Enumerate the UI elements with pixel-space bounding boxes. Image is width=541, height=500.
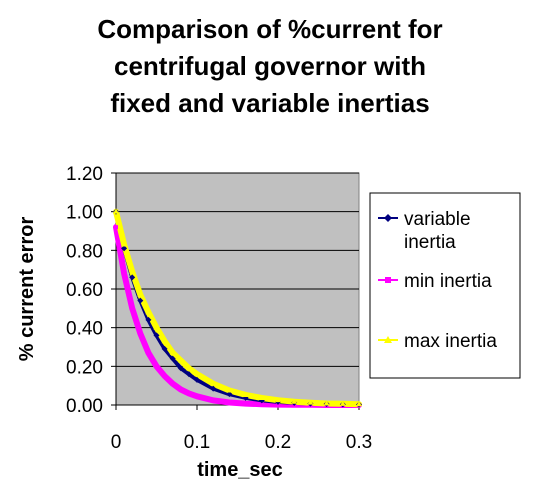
data-point-min-inertia [114, 225, 118, 230]
data-point-variable-inertia [177, 365, 184, 372]
x-ticks: 0 0.1 0.2 0.3 [111, 405, 372, 453]
legend-label-variable-inertia-2: inertia [404, 232, 456, 253]
data-point-min-inertia [146, 350, 151, 355]
data-point-variable-inertia [161, 345, 168, 352]
data-point-min-inertia [243, 401, 248, 406]
chart-title-line-1: Comparison of %current for [97, 14, 442, 44]
data-point-max-inertia [258, 395, 265, 401]
data-point-min-inertia [170, 381, 175, 386]
legend-label-min-inertia: min inertia [404, 271, 492, 292]
data-point-max-inertia [242, 391, 249, 397]
data-point-variable-inertia [121, 245, 128, 252]
triangle-marker-icon [384, 336, 392, 343]
data-point-min-inertia [227, 400, 232, 405]
y-axis-title: % current error [16, 217, 38, 362]
series-group [113, 208, 362, 408]
data-point-max-inertia [137, 291, 144, 297]
data-point-variable-inertia [153, 332, 160, 339]
data-point-variable-inertia [226, 391, 233, 398]
y-tick-label: 0.20 [66, 357, 103, 378]
x-axis-title: time_sec [197, 459, 283, 481]
legend-box [369, 192, 521, 379]
data-point-variable-inertia [169, 355, 176, 362]
x-tick-label: 0.1 [184, 432, 210, 453]
data-point-max-inertia [194, 371, 200, 377]
y-ticks: 0.00 0.20 0.40 0.60 0.80 1.00 1.20 [66, 164, 116, 417]
legend-label-max-inertia: max inertia [404, 331, 497, 352]
data-point-max-inertia [210, 380, 217, 386]
data-point-variable-inertia [145, 316, 152, 323]
data-point-variable-inertia [210, 385, 217, 392]
y-tick-label: 1.00 [66, 203, 103, 224]
y-tick-label: 1.20 [66, 164, 103, 185]
data-point-variable-inertia [137, 297, 144, 304]
data-point-variable-inertia [194, 376, 200, 383]
y-tick-label: 0.60 [66, 280, 103, 301]
x-tick-label: 0.2 [265, 432, 291, 453]
legend-item-min-inertia: min inertia [378, 271, 492, 292]
data-point-max-inertia [291, 398, 298, 404]
legend: variable inertia min inertia max inertia [369, 192, 521, 379]
data-point-max-inertia [339, 400, 346, 406]
data-point-max-inertia [307, 399, 314, 405]
y-tick-label: 0.40 [66, 319, 103, 340]
data-point-min-inertia [186, 391, 191, 396]
square-marker-icon [385, 277, 391, 283]
y-tick-label: 0.80 [66, 241, 103, 262]
data-point-max-inertia [129, 268, 136, 274]
legend-item-variable-inertia: variable inertia [378, 209, 471, 253]
data-point-min-inertia [259, 402, 264, 407]
data-point-max-inertia [153, 324, 160, 330]
data-point-max-inertia [177, 357, 184, 363]
data-point-min-inertia [211, 398, 216, 403]
diamond-marker-icon [384, 214, 392, 222]
data-point-min-inertia [138, 331, 143, 336]
x-tick-label: 0.3 [346, 432, 372, 453]
data-point-min-inertia [195, 394, 199, 399]
y-tick-label: 0.00 [66, 396, 103, 417]
data-point-max-inertia [323, 400, 330, 406]
legend-item-max-inertia: max inertia [378, 331, 497, 352]
chart-title-line-3: fixed and variable inertias [110, 88, 429, 118]
data-point-min-inertia [154, 364, 159, 369]
data-point-max-inertia [113, 208, 119, 214]
data-point-max-inertia [169, 349, 176, 355]
legend-label-variable-inertia-1: variable [404, 209, 471, 230]
data-point-variable-inertia [129, 274, 136, 281]
data-point-max-inertia [185, 365, 192, 371]
data-point-max-inertia [275, 397, 281, 403]
data-point-max-inertia [356, 401, 362, 407]
data-point-max-inertia [161, 338, 168, 344]
data-point-min-inertia [122, 271, 127, 276]
data-point-max-inertia [145, 309, 152, 315]
data-point-max-inertia [226, 387, 233, 393]
x-tick-label: 0 [111, 432, 122, 453]
data-point-min-inertia [162, 374, 167, 378]
data-point-min-inertia [130, 306, 135, 311]
data-point-max-inertia [121, 241, 128, 247]
chart-title-line-2: centrifugal governor with [114, 51, 426, 81]
data-point-min-inertia [178, 387, 183, 392]
data-point-variable-inertia [185, 371, 192, 378]
